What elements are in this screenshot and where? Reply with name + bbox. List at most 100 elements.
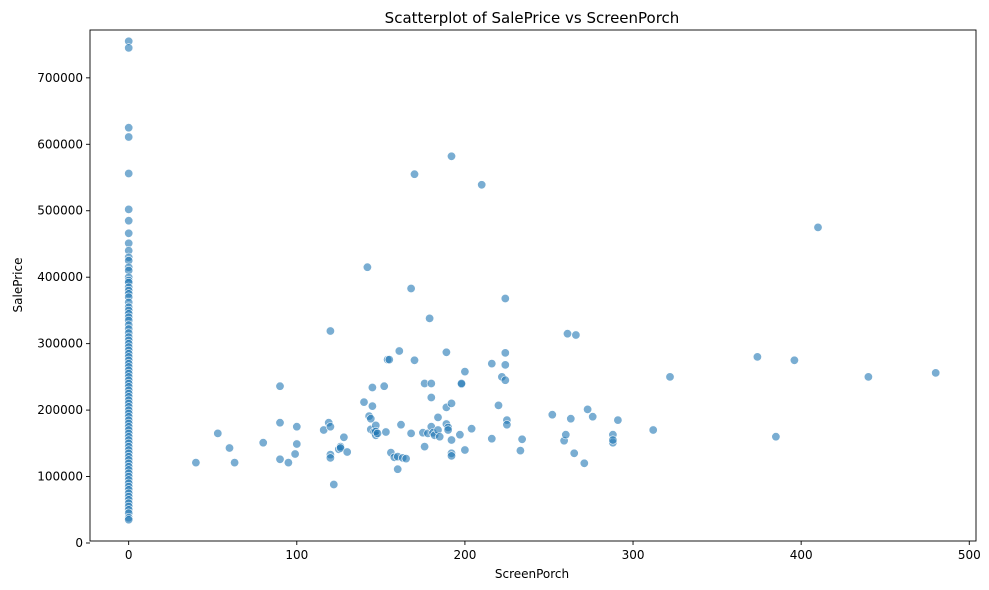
- data-point: [230, 458, 240, 468]
- x-tick-label: 300: [622, 548, 645, 562]
- data-point: [124, 204, 134, 214]
- x-tick-label: 500: [958, 548, 981, 562]
- data-point: [515, 446, 525, 456]
- data-point: [372, 428, 382, 438]
- x-axis-title: ScreenPorch: [495, 567, 569, 581]
- data-point: [339, 432, 349, 442]
- y-axis: 0 100000 200000 300000 400000 500000 600000 700…: [37, 71, 90, 550]
- data-point: [561, 430, 571, 440]
- data-point: [613, 415, 623, 425]
- data-point: [752, 352, 762, 362]
- data-point: [342, 447, 352, 457]
- data-point: [325, 326, 335, 336]
- data-point: [406, 283, 416, 293]
- data-point: [562, 329, 572, 339]
- data-point: [275, 381, 285, 391]
- x-tick-label: 400: [790, 548, 813, 562]
- data-point: [359, 397, 369, 407]
- data-point: [393, 464, 403, 474]
- y-tick-label: 0: [75, 536, 83, 550]
- plot-area-frame: [89, 29, 977, 542]
- data-point: [275, 418, 285, 428]
- x-tick-label: 0: [125, 548, 133, 562]
- data-point: [863, 372, 873, 382]
- data-point: [409, 355, 419, 365]
- data-point: [335, 443, 345, 453]
- data-point: [813, 222, 823, 232]
- data-point: [500, 360, 510, 370]
- data-point: [460, 367, 470, 377]
- data-point: [500, 293, 510, 303]
- data-point: [493, 400, 503, 410]
- data-point: [446, 451, 456, 461]
- data-point: [931, 368, 941, 378]
- y-tick-label: 500000: [37, 204, 83, 218]
- data-point: [213, 428, 223, 438]
- data-point: [409, 169, 419, 179]
- data-point: [426, 378, 436, 388]
- y-tick-label: 400000: [37, 270, 83, 284]
- data-point: [789, 355, 799, 365]
- data-point: [292, 439, 302, 449]
- x-axis: 0 100 200 300 400 500: [125, 541, 981, 562]
- data-point: [384, 355, 394, 365]
- data-point: [258, 438, 268, 448]
- data-point: [588, 412, 598, 422]
- data-point: [566, 414, 576, 424]
- data-point: [379, 381, 389, 391]
- data-point: [571, 330, 581, 340]
- y-tick-label: 200000: [37, 403, 83, 417]
- data-point: [441, 347, 451, 357]
- data-point: [124, 123, 134, 133]
- data-point: [665, 372, 675, 382]
- data-point: [124, 228, 134, 238]
- data-point: [290, 449, 300, 459]
- data-point: [583, 404, 593, 414]
- points-layer: [124, 36, 941, 525]
- data-point: [401, 454, 411, 464]
- y-tick-label: 700000: [37, 71, 83, 85]
- data-point: [325, 453, 335, 463]
- data-point: [425, 313, 435, 323]
- data-point: [579, 458, 589, 468]
- data-point: [396, 420, 406, 430]
- data-point: [547, 410, 557, 420]
- data-point: [124, 43, 134, 53]
- data-point: [435, 432, 445, 442]
- y-tick-label: 300000: [37, 337, 83, 351]
- data-point: [502, 420, 512, 430]
- data-point: [426, 392, 436, 402]
- data-point: [460, 445, 470, 455]
- data-point: [394, 346, 404, 356]
- data-point: [366, 414, 376, 424]
- data-point: [500, 348, 510, 358]
- data-point: [124, 515, 134, 525]
- y-axis-title: SalePrice: [11, 258, 25, 313]
- data-point: [771, 432, 781, 442]
- data-point: [275, 454, 285, 464]
- data-point: [608, 435, 618, 445]
- data-point: [433, 412, 443, 422]
- data-point: [191, 458, 201, 468]
- data-point: [362, 262, 372, 272]
- data-point: [367, 382, 377, 392]
- data-point: [569, 448, 579, 458]
- x-tick-label: 200: [453, 548, 476, 562]
- data-point: [406, 428, 416, 438]
- data-point: [325, 422, 335, 432]
- data-point: [225, 443, 235, 453]
- data-point: [517, 434, 527, 444]
- data-point: [381, 427, 391, 437]
- data-point: [367, 401, 377, 411]
- data-point: [500, 375, 510, 385]
- data-point: [420, 442, 430, 452]
- x-tick-label: 100: [285, 548, 308, 562]
- data-point: [446, 151, 456, 161]
- data-point: [124, 216, 134, 226]
- data-point: [648, 425, 658, 435]
- data-point: [467, 424, 477, 434]
- data-point: [487, 434, 497, 444]
- y-tick-label: 600000: [37, 137, 83, 151]
- y-tick-label: 100000: [37, 470, 83, 484]
